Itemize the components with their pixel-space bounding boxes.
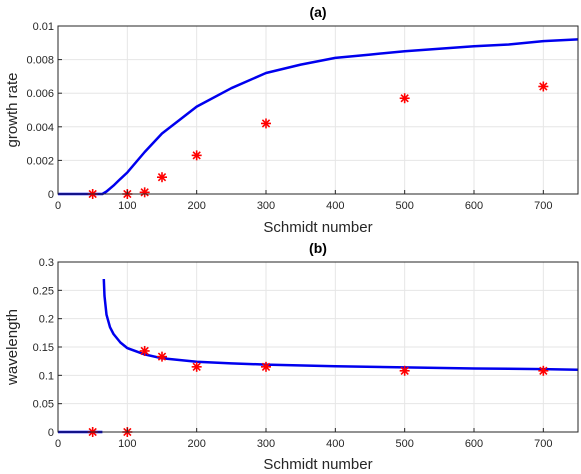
series-lines-a bbox=[58, 38, 579, 196]
y-tick-label-b: 0.3 bbox=[39, 257, 54, 269]
y-tick-label-a: 0.008 bbox=[26, 55, 54, 67]
series-markers-b bbox=[87, 345, 549, 437]
panel-b: 0 100 200 300 400 500 600 700 0 0.05 0.1 0.15 0.2 0.… bbox=[4, 240, 579, 473]
y-axis-title-b: wavelength bbox=[4, 309, 21, 386]
x-axis-title-b: Schmidt number bbox=[263, 456, 372, 473]
data-point-a bbox=[538, 81, 549, 92]
theory-curve-b bbox=[102, 278, 579, 371]
grid-a bbox=[58, 25, 578, 194]
x-tick-label-b: 100 bbox=[118, 438, 136, 450]
x-tick-label-b: 200 bbox=[187, 438, 205, 450]
theory-curve-a bbox=[58, 38, 579, 196]
x-tick-label-a: 500 bbox=[395, 200, 413, 212]
data-point-b bbox=[191, 361, 202, 372]
x-tick-labels-a: 0 100 200 300 400 500 600 700 bbox=[55, 200, 553, 212]
y-tick-labels-a: 0 0.002 0.004 0.006 0.008 0.01 bbox=[26, 21, 54, 201]
x-tick-label-a: 0 bbox=[55, 200, 61, 212]
chart-title-b: (b) bbox=[309, 240, 327, 256]
data-point-a bbox=[139, 187, 150, 198]
y-tick-label-b: 0.1 bbox=[39, 370, 54, 382]
x-tick-label-b: 0 bbox=[55, 438, 61, 450]
x-tick-label-a: 600 bbox=[465, 200, 483, 212]
ticks-b bbox=[57, 261, 544, 433]
data-point-b bbox=[538, 365, 549, 376]
grid-b bbox=[58, 261, 578, 432]
data-point-a bbox=[261, 118, 271, 129]
x-tick-label-a: 200 bbox=[187, 200, 205, 212]
x-tick-label-a: 400 bbox=[326, 200, 344, 212]
y-axis-title-a: growth rate bbox=[4, 72, 21, 147]
y-tick-label-a: 0.006 bbox=[26, 88, 54, 100]
panel-a: 0 100 200 300 400 500 600 700 00.0020.0040.0060… bbox=[4, 4, 579, 236]
series-lines-b bbox=[58, 278, 579, 434]
data-point-b bbox=[139, 345, 150, 356]
x-tick-labels-b: 0 100 200 300 400 500 600 700 bbox=[55, 438, 553, 450]
y-tick-label-b: 0.15 bbox=[33, 342, 54, 354]
x-tick-label-b: 600 bbox=[465, 438, 483, 450]
x-tick-label-b: 500 bbox=[395, 438, 413, 450]
data-point-a bbox=[191, 150, 202, 161]
data-point-a bbox=[399, 93, 410, 104]
x-tick-label-a: 700 bbox=[534, 200, 552, 212]
data-point-b bbox=[399, 365, 410, 376]
y-tick-label-b: 0 bbox=[48, 427, 54, 439]
x-tick-label-b: 400 bbox=[326, 438, 344, 450]
y-tick-label-a: 0 bbox=[48, 189, 54, 201]
data-point-b bbox=[157, 351, 167, 362]
axes-box-a bbox=[57, 25, 579, 195]
x-tick-label-b: 700 bbox=[534, 438, 552, 450]
data-point-b bbox=[261, 361, 271, 372]
y-tick-label-b: 0.2 bbox=[39, 314, 54, 326]
y-tick-label-a: 0.01 bbox=[33, 21, 54, 33]
y-tick-label-a: 0.002 bbox=[26, 155, 54, 167]
data-point-a bbox=[157, 172, 167, 183]
y-tick-label-b: 0.25 bbox=[33, 285, 54, 297]
x-tick-label-a: 300 bbox=[257, 200, 275, 212]
x-tick-label-a: 100 bbox=[118, 200, 136, 212]
ticks-a bbox=[57, 25, 544, 195]
y-tick-label-b: 0.05 bbox=[33, 399, 54, 411]
x-axis-title-a: Schmidt number bbox=[263, 219, 372, 236]
y-tick-labels-b: 0 0.05 0.1 0.15 0.2 0.25 0.3 bbox=[33, 257, 54, 439]
x-tick-label-b: 300 bbox=[257, 438, 275, 450]
y-tick-label-a: 0.004 bbox=[26, 122, 54, 134]
chart-title-a: (a) bbox=[309, 4, 326, 20]
